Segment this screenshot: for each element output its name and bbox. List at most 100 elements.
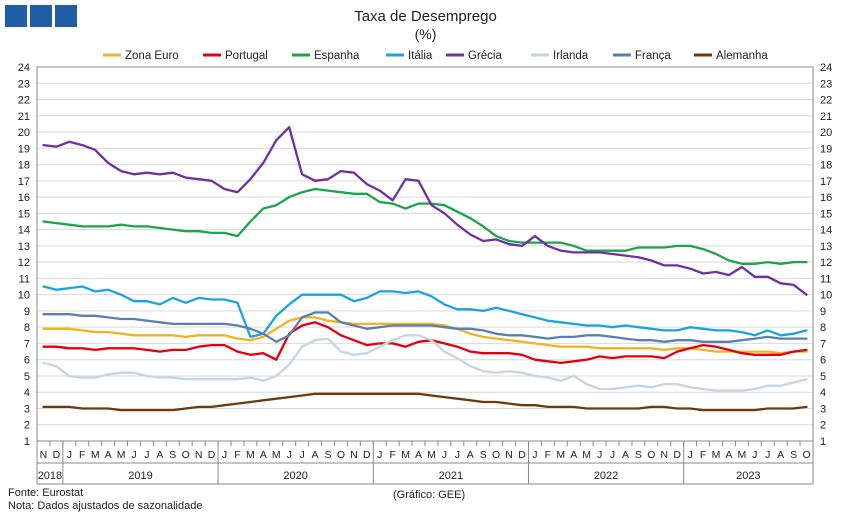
chart-title: Taxa de Desemprego [354,8,497,25]
y-tick-label-left: 12 [18,257,30,269]
x-tick-label-month: A [622,449,629,461]
series-line-zona-euro [42,316,808,355]
y-tick-label-left: 5 [24,371,30,383]
series-line-portugal [42,321,808,365]
plot-area [36,66,814,442]
y-tick-label-left: 15 [18,208,30,220]
x-tick-label-month: N [40,449,48,461]
x-tick-label-month: M [712,449,721,461]
x-tick-label-month: D [518,449,526,461]
y-tick-label-right: 2 [820,420,826,432]
x-tick-label-month: J [67,449,72,461]
x-tick-label-month: S [790,449,797,461]
y-tick-label-right: 21 [820,111,832,123]
x-tick-label-month: M [737,449,746,461]
x-tick-label-month: J [377,449,382,461]
series-line-it-lia [42,285,808,339]
y-tick-label-right: 6 [820,355,826,367]
x-tick-label-month: M [556,449,565,461]
x-tick-label-month: D [208,449,216,461]
y-tick-label-left: 18 [18,160,30,172]
institution-logo-icon [5,5,77,27]
y-tick-label-left: 7 [24,338,30,350]
series-line-espanha [42,187,808,265]
x-tick-label-month: S [169,449,176,461]
x-tick-label-month: M [401,449,410,461]
x-tick-label-month: N [350,449,358,461]
y-tick-label-left: 4 [24,387,30,399]
y-tick-label-right: 1 [820,436,826,448]
x-tick-label-month: S [324,449,331,461]
y-tick-label-left: 1 [24,436,30,448]
x-tick-label-month: F [234,449,240,461]
y-tick-label-right: 13 [820,241,832,253]
y-tick-label-right: 11 [820,273,831,285]
x-tick-label-month: J [752,449,757,461]
y-tick-label-left: 20 [18,127,30,139]
logo-square-1 [5,5,27,27]
y-tick-label-right: 20 [820,127,832,139]
x-tick-label-month: J [597,449,602,461]
x-tick-label-month: D [53,449,61,461]
y-tick-label-right: 16 [820,192,832,204]
x-tick-label-month: J [222,449,227,461]
y-tick-label-left: 2 [24,420,30,432]
y-tick-label-left: 22 [18,95,30,107]
y-tick-label-right: 3 [820,403,826,415]
y-tick-label-left: 14 [18,225,30,237]
legend-label: Grécia [468,50,502,62]
x-tick-label-month: N [505,449,513,461]
legend-label: Zona Euro [125,50,179,62]
y-tick-label-left: 9 [24,306,30,318]
x-tick-label-year: 2022 [594,470,618,482]
legend-label: França [635,50,671,62]
x-tick-label-month: A [725,449,732,461]
x-tick-label-month: D [673,449,681,461]
x-tick-label-month: A [312,449,319,461]
series-line-irlanda [42,334,808,392]
y-tick-label-right: 9 [820,306,826,318]
x-tick-label-month: O [647,449,655,461]
x-tick-label-month: S [635,449,642,461]
y-tick-label-right: 4 [820,387,826,399]
y-tick-label-left: 6 [24,355,30,367]
x-tick-label-month: J [532,449,537,461]
source-note: Fonte: Eurostat [8,487,84,499]
x-tick-label-month: F [389,449,395,461]
x-tick-label-month: S [480,449,487,461]
x-tick-label-month: M [117,449,126,461]
x-tick-label-month: F [79,449,85,461]
x-tick-label-month: N [195,449,203,461]
x-tick-label-month: A [777,449,784,461]
x-tick-label-month: J [144,449,149,461]
y-tick-label-right: 19 [820,143,832,155]
series-line-gr-cia [42,126,808,296]
x-tick-label-year: 2020 [283,470,307,482]
x-tick-label-month: J [765,449,770,461]
y-tick-label-left: 10 [18,290,30,302]
y-tick-label-left: 8 [24,322,30,334]
y-tick-label-left: 17 [18,176,30,188]
x-tick-label-month: M [272,449,281,461]
x-tick-label-month: J [455,449,460,461]
logo-square-2 [30,5,52,27]
y-tick-label-right: 10 [820,290,832,302]
x-tick-label-month: A [260,449,267,461]
footnote: Nota: Dados ajustados de sazonalidade [8,500,203,512]
x-tick-label-month: J [442,449,447,461]
legend-label: Alemanha [716,50,768,62]
series-line-fran-a [42,311,808,343]
x-tick-label-month: A [467,449,474,461]
x-tick-label-month: O [802,449,810,461]
x-tick-label-month: J [287,449,292,461]
x-tick-label-month: A [156,449,163,461]
x-tick-label-month: A [105,449,112,461]
legend-label: Irlanda [553,50,589,62]
y-tick-label-right: 14 [820,225,832,237]
x-tick-label-year: 2023 [736,470,760,482]
y-tick-label-right: 17 [820,176,832,188]
x-tick-label-month: M [582,449,591,461]
legend-label: Espanha [314,50,360,62]
x-tick-label-month: A [415,449,422,461]
